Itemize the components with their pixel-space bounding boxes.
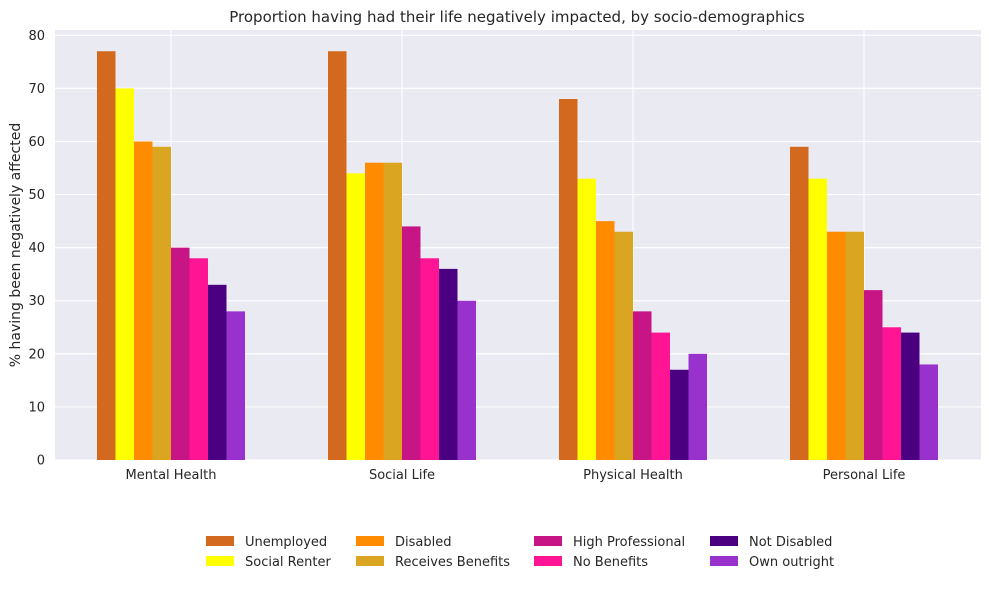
x-tick-label: Personal Life xyxy=(823,468,906,483)
bar xyxy=(633,311,652,460)
bar xyxy=(346,173,365,461)
y-tick-label: 80 xyxy=(28,29,45,44)
bar xyxy=(208,284,227,460)
x-tick-label: Physical Health xyxy=(583,468,683,483)
bar xyxy=(901,332,920,460)
bar xyxy=(97,51,116,461)
legend-swatch xyxy=(710,556,738,566)
y-tick-label: 30 xyxy=(28,294,45,309)
legend-swatch xyxy=(206,556,234,566)
bar xyxy=(383,162,402,460)
bar xyxy=(808,178,827,460)
bar xyxy=(402,226,421,460)
legend-swatch xyxy=(356,536,384,546)
legend-label: Not Disabled xyxy=(749,535,832,550)
legend-swatch xyxy=(534,556,562,566)
bar xyxy=(420,258,439,460)
bar xyxy=(365,162,384,460)
bar xyxy=(189,258,208,460)
y-axis-label: % having been negatively affected xyxy=(8,123,24,367)
bar xyxy=(559,99,578,461)
bar xyxy=(115,88,134,460)
legend-label: Disabled xyxy=(395,535,451,550)
bar xyxy=(845,231,864,460)
bar xyxy=(171,247,190,460)
y-tick-label: 40 xyxy=(28,241,45,256)
y-tick-label: 60 xyxy=(28,135,45,150)
legend-label: High Professional xyxy=(573,535,685,550)
legend-swatch xyxy=(356,556,384,566)
bar xyxy=(827,231,846,460)
y-tick-label: 0 xyxy=(37,454,45,469)
legend-label: Unemployed xyxy=(245,535,327,550)
bar xyxy=(864,290,883,460)
chart-title: Proportion having had their life negativ… xyxy=(229,8,805,26)
bar xyxy=(439,268,458,460)
legend-label: Own outright xyxy=(749,555,834,570)
bar xyxy=(688,353,707,460)
legend-label: Receives Benefits xyxy=(395,555,510,570)
bar xyxy=(577,178,596,460)
legend-swatch xyxy=(710,536,738,546)
y-tick-label: 70 xyxy=(28,82,45,97)
bar xyxy=(596,221,615,460)
bar xyxy=(651,332,670,460)
x-axis-ticks: Mental Health Social Life Physical Health P… xyxy=(126,468,906,483)
bar xyxy=(226,311,245,460)
y-tick-label: 20 xyxy=(28,347,45,362)
bar xyxy=(670,369,689,460)
bar xyxy=(614,231,633,460)
legend-label: No Benefits xyxy=(573,555,648,570)
bar xyxy=(328,51,347,461)
bar xyxy=(152,146,171,460)
y-tick-label: 10 xyxy=(28,400,45,415)
legend-swatch xyxy=(206,536,234,546)
legend: Unemployed Social Renter Disabled Receives … xyxy=(206,535,834,570)
bars xyxy=(97,51,938,461)
x-tick-label: Mental Health xyxy=(126,468,217,483)
legend-label: Social Renter xyxy=(245,555,331,570)
legend-swatch xyxy=(534,536,562,546)
bar xyxy=(134,141,153,460)
y-tick-label: 50 xyxy=(28,188,45,203)
bar xyxy=(790,146,809,460)
bar xyxy=(919,364,938,460)
bar xyxy=(457,300,476,460)
x-tick-label: Social Life xyxy=(369,468,435,483)
bar xyxy=(882,327,901,460)
y-axis-ticks: 0 10 20 30 40 50 60 70 80 xyxy=(28,29,45,469)
